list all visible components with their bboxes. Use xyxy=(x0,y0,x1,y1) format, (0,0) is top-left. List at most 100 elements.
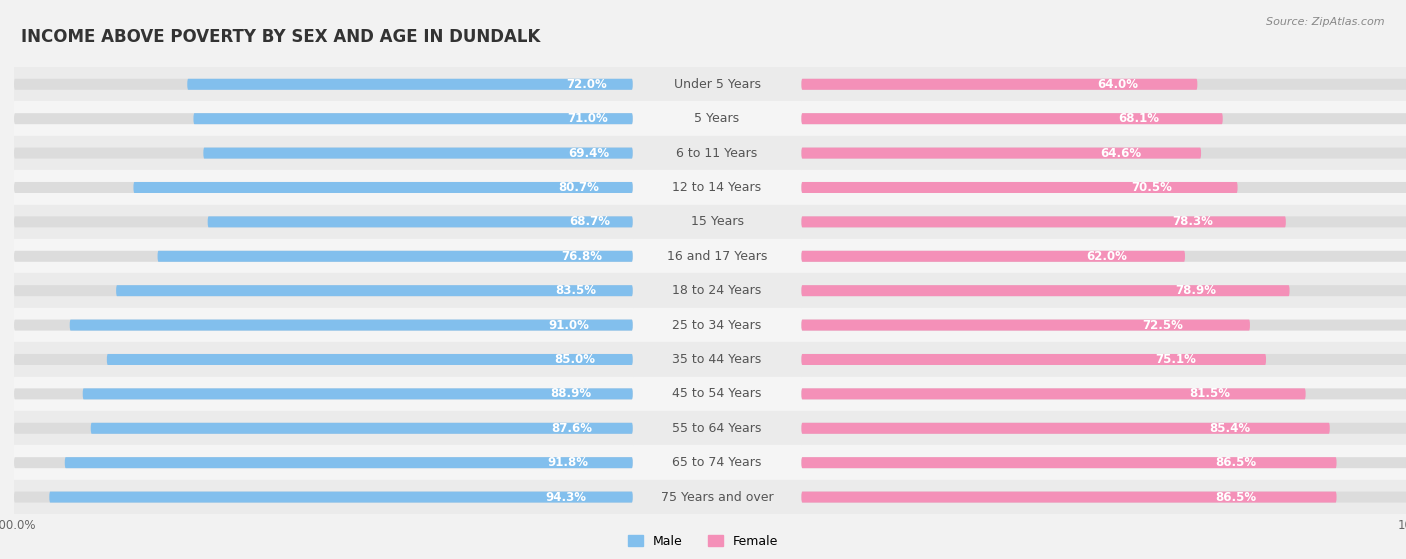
FancyBboxPatch shape xyxy=(83,389,633,399)
Text: 5 Years: 5 Years xyxy=(695,112,740,125)
Text: 55 to 64 Years: 55 to 64 Years xyxy=(672,422,762,435)
Text: 91.0%: 91.0% xyxy=(548,319,589,331)
FancyBboxPatch shape xyxy=(134,182,633,193)
FancyBboxPatch shape xyxy=(14,389,633,399)
Bar xyxy=(14,446,633,480)
Text: INCOME ABOVE POVERTY BY SEX AND AGE IN DUNDALK: INCOME ABOVE POVERTY BY SEX AND AGE IN D… xyxy=(21,28,540,46)
Text: 68.7%: 68.7% xyxy=(569,215,610,229)
FancyBboxPatch shape xyxy=(157,251,633,262)
Bar xyxy=(633,102,801,136)
Bar xyxy=(801,342,1406,377)
FancyBboxPatch shape xyxy=(801,113,1223,124)
FancyBboxPatch shape xyxy=(801,182,1237,193)
Bar xyxy=(633,480,801,514)
FancyBboxPatch shape xyxy=(204,148,633,159)
Text: 12 to 14 Years: 12 to 14 Years xyxy=(672,181,762,194)
Text: 35 to 44 Years: 35 to 44 Years xyxy=(672,353,762,366)
Text: 16 and 17 Years: 16 and 17 Years xyxy=(666,250,768,263)
Text: 69.4%: 69.4% xyxy=(568,146,609,159)
FancyBboxPatch shape xyxy=(14,457,633,468)
Bar xyxy=(633,342,801,377)
Text: 72.0%: 72.0% xyxy=(565,78,606,91)
FancyBboxPatch shape xyxy=(14,182,633,193)
FancyBboxPatch shape xyxy=(801,148,1406,159)
FancyBboxPatch shape xyxy=(801,320,1406,330)
FancyBboxPatch shape xyxy=(801,491,1406,503)
Bar xyxy=(633,411,801,446)
Bar xyxy=(801,377,1406,411)
Text: 85.4%: 85.4% xyxy=(1209,422,1250,435)
FancyBboxPatch shape xyxy=(14,491,633,503)
Bar xyxy=(14,239,633,273)
Bar xyxy=(14,308,633,342)
Text: 71.0%: 71.0% xyxy=(567,112,607,125)
FancyBboxPatch shape xyxy=(14,79,633,90)
FancyBboxPatch shape xyxy=(801,79,1406,90)
FancyBboxPatch shape xyxy=(194,113,633,124)
FancyBboxPatch shape xyxy=(14,320,633,330)
Bar xyxy=(14,102,633,136)
Bar xyxy=(801,273,1406,308)
Text: 68.1%: 68.1% xyxy=(1119,112,1160,125)
Bar xyxy=(14,170,633,205)
Bar xyxy=(633,205,801,239)
FancyBboxPatch shape xyxy=(801,182,1406,193)
Text: 6 to 11 Years: 6 to 11 Years xyxy=(676,146,758,159)
Text: 87.6%: 87.6% xyxy=(551,422,592,435)
Text: 91.8%: 91.8% xyxy=(547,456,589,469)
Text: 80.7%: 80.7% xyxy=(558,181,599,194)
Bar xyxy=(14,342,633,377)
Bar xyxy=(633,136,801,170)
FancyBboxPatch shape xyxy=(801,216,1406,228)
FancyBboxPatch shape xyxy=(14,251,633,262)
Bar xyxy=(801,446,1406,480)
FancyBboxPatch shape xyxy=(187,79,633,90)
Text: 81.5%: 81.5% xyxy=(1189,387,1230,400)
Text: 18 to 24 Years: 18 to 24 Years xyxy=(672,284,762,297)
Bar xyxy=(14,377,633,411)
FancyBboxPatch shape xyxy=(801,491,1337,503)
Bar xyxy=(14,67,633,102)
Text: 72.5%: 72.5% xyxy=(1142,319,1182,331)
FancyBboxPatch shape xyxy=(14,148,633,159)
FancyBboxPatch shape xyxy=(801,113,1406,124)
Bar xyxy=(801,67,1406,102)
Text: 94.3%: 94.3% xyxy=(546,491,586,504)
Bar xyxy=(801,170,1406,205)
Text: 70.5%: 70.5% xyxy=(1132,181,1173,194)
Text: 25 to 34 Years: 25 to 34 Years xyxy=(672,319,762,331)
Bar xyxy=(14,136,633,170)
Text: 75.1%: 75.1% xyxy=(1156,353,1197,366)
Bar xyxy=(633,308,801,342)
Text: 64.6%: 64.6% xyxy=(1099,146,1142,159)
FancyBboxPatch shape xyxy=(801,423,1330,434)
Bar xyxy=(801,239,1406,273)
Bar xyxy=(14,480,633,514)
FancyBboxPatch shape xyxy=(801,148,1201,159)
FancyBboxPatch shape xyxy=(49,491,633,503)
Text: 15 Years: 15 Years xyxy=(690,215,744,229)
Bar xyxy=(14,205,633,239)
Text: 86.5%: 86.5% xyxy=(1215,491,1257,504)
Bar xyxy=(801,205,1406,239)
Bar xyxy=(801,136,1406,170)
FancyBboxPatch shape xyxy=(801,79,1198,90)
FancyBboxPatch shape xyxy=(801,354,1406,365)
FancyBboxPatch shape xyxy=(91,423,633,434)
FancyBboxPatch shape xyxy=(801,251,1406,262)
Text: 64.0%: 64.0% xyxy=(1097,78,1137,91)
Bar xyxy=(633,239,801,273)
FancyBboxPatch shape xyxy=(117,285,633,296)
Text: 62.0%: 62.0% xyxy=(1087,250,1128,263)
Text: Source: ZipAtlas.com: Source: ZipAtlas.com xyxy=(1267,17,1385,27)
Bar xyxy=(633,170,801,205)
FancyBboxPatch shape xyxy=(801,457,1406,468)
FancyBboxPatch shape xyxy=(801,457,1337,468)
FancyBboxPatch shape xyxy=(801,285,1406,296)
FancyBboxPatch shape xyxy=(801,285,1289,296)
FancyBboxPatch shape xyxy=(208,216,633,228)
Bar xyxy=(14,411,633,446)
Legend: Male, Female: Male, Female xyxy=(623,530,783,553)
Text: 78.3%: 78.3% xyxy=(1173,215,1213,229)
Text: Under 5 Years: Under 5 Years xyxy=(673,78,761,91)
